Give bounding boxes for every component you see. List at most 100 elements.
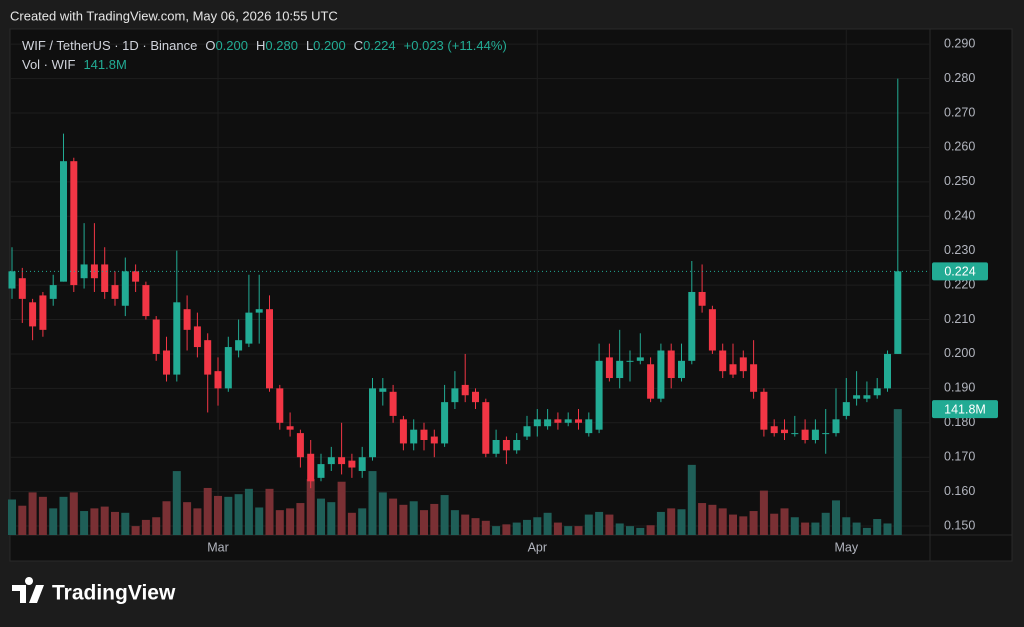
candle-body — [163, 350, 170, 375]
volume-bar — [543, 512, 552, 535]
volume-bar — [893, 409, 902, 535]
volume-bar — [873, 519, 882, 535]
candle-body — [801, 429, 809, 440]
legend-value: 0.200 — [215, 38, 248, 53]
volume-bar — [296, 503, 305, 535]
volume-bar — [90, 508, 99, 535]
candle-body — [152, 319, 160, 354]
candle-body — [39, 295, 47, 330]
volume-bar — [337, 481, 346, 535]
candle-body — [575, 419, 582, 423]
volume-bar — [646, 525, 655, 535]
candle-body — [80, 264, 88, 279]
volume-bar — [574, 526, 583, 535]
volume-bar — [80, 511, 89, 535]
last-price-tag — [932, 262, 988, 281]
candle-body — [451, 388, 459, 403]
candle-body — [708, 309, 716, 351]
candle-body — [636, 357, 644, 361]
candle-body — [554, 419, 562, 423]
volume-bar — [677, 509, 686, 535]
watermark: Created with TradingView.com, May 06, 20… — [10, 8, 338, 23]
legend-key: L — [306, 38, 313, 53]
volume-bar — [471, 518, 480, 535]
candle-body — [513, 439, 521, 451]
volume-bar — [821, 512, 830, 535]
candle-body — [791, 433, 799, 435]
candle-body — [544, 419, 552, 427]
candle-body — [296, 433, 304, 458]
candle-body — [410, 429, 418, 444]
y-tick-label: 0.150 — [944, 518, 975, 532]
candle-body — [111, 285, 119, 299]
volume-bar — [8, 499, 16, 535]
volume-bar — [708, 504, 717, 535]
volume-bar — [687, 464, 696, 535]
candle-body — [698, 291, 706, 306]
volume-bar — [378, 492, 387, 535]
volume-bar — [564, 526, 573, 535]
volume-bar — [28, 492, 37, 535]
volume-bar — [862, 527, 871, 535]
volume-bar — [203, 487, 212, 535]
volume-bar — [512, 522, 521, 535]
brand-logo: TradingView — [12, 577, 176, 605]
candle-body — [193, 326, 201, 348]
candle-body — [142, 285, 150, 317]
volume-bar — [121, 512, 130, 535]
candle-body — [8, 271, 16, 289]
volume-bar — [605, 514, 614, 535]
candle-body — [502, 439, 510, 451]
candle-body — [224, 347, 232, 389]
volume-bar — [584, 514, 593, 535]
volume-bar — [224, 496, 233, 535]
candle-body — [595, 360, 603, 430]
candle-body — [678, 360, 685, 379]
y-tick-label: 0.230 — [944, 243, 975, 257]
volume-bar — [152, 517, 161, 535]
candle-body — [245, 312, 253, 344]
candle-body — [317, 464, 325, 478]
candle-body — [204, 340, 212, 375]
x-tick-label: Apr — [528, 540, 547, 554]
candle-body — [729, 364, 737, 375]
volume-bar — [440, 495, 449, 535]
candle-body — [760, 391, 768, 430]
volume-bar — [244, 488, 253, 535]
x-tick-label: Mar — [207, 540, 229, 554]
candle-body — [420, 429, 428, 440]
volume-bar — [358, 508, 367, 535]
volume-bar — [698, 503, 707, 535]
volume-bar — [842, 517, 851, 535]
volume-bar — [553, 522, 562, 535]
volume-bar — [18, 505, 27, 535]
y-tick-label: 0.200 — [944, 346, 975, 360]
y-tick-label: 0.280 — [944, 71, 975, 85]
volume-tag — [932, 400, 998, 419]
volume-bar — [502, 524, 511, 535]
candle-body — [822, 433, 830, 435]
legend-key: H — [256, 38, 265, 53]
legend-change: +0.023 (+11.44%) — [404, 38, 507, 53]
volume-bar — [111, 511, 119, 535]
y-tick-label: 0.170 — [944, 450, 975, 464]
y-tick-label: 0.290 — [944, 36, 975, 50]
legend-value: 0.224 — [363, 38, 396, 53]
volume-bar — [667, 508, 676, 535]
candle-body — [585, 419, 593, 434]
volume-bar — [172, 471, 181, 535]
candle-body — [132, 271, 140, 282]
y-tick-label: 0.250 — [944, 174, 975, 188]
volume-bar — [275, 510, 284, 535]
candle-body — [750, 364, 758, 392]
y-tick-label: 0.180 — [944, 415, 975, 429]
candle-body — [214, 371, 222, 389]
x-tick-label: May — [834, 540, 858, 554]
candle-body — [564, 419, 572, 423]
candle-body — [863, 395, 871, 399]
volume-bar — [770, 513, 779, 535]
candle-body — [430, 436, 438, 444]
volume-tag-label: 141.8M — [944, 402, 986, 416]
candle-body — [781, 429, 788, 434]
candle-body — [369, 388, 376, 458]
